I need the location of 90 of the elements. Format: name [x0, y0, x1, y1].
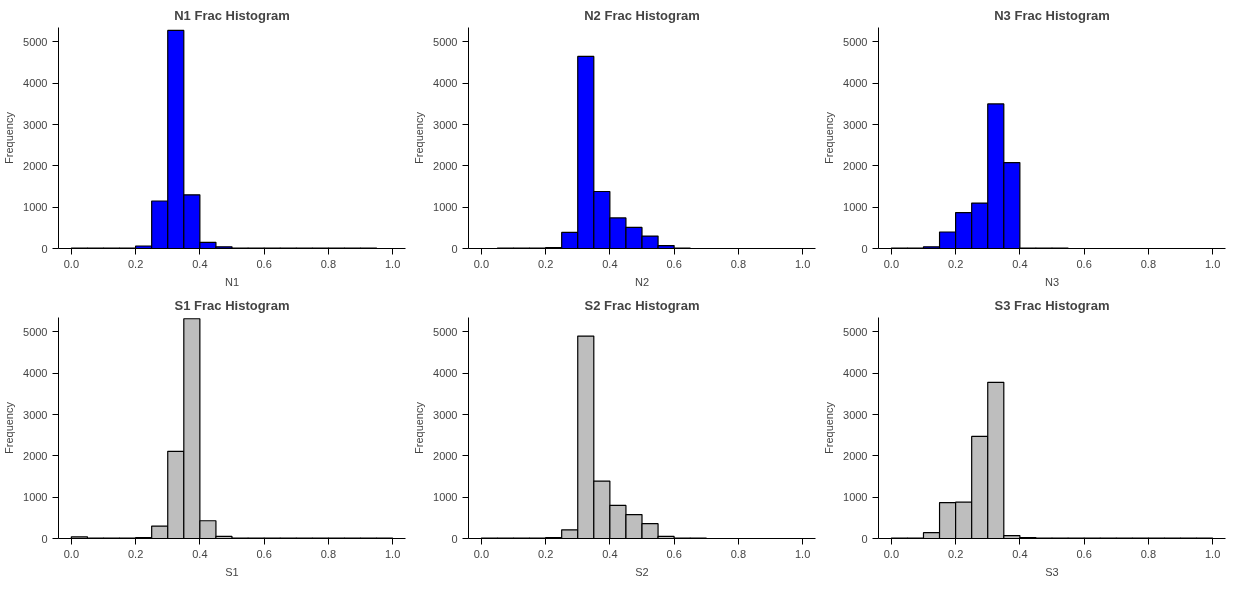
x-tick-label: 0.2: [127, 547, 144, 560]
x-tick-label: 0.6: [1076, 547, 1092, 560]
y-tick-label: 0: [41, 532, 48, 545]
chart-title: N2 Frac Histogram: [584, 7, 700, 23]
y-tick-label: 3000: [23, 118, 48, 131]
y-tick-label: 1000: [433, 491, 458, 504]
y-tick-label: 3000: [23, 408, 48, 421]
x-axis-title: N1: [224, 275, 240, 288]
x-tick-label: 0.2: [947, 547, 964, 560]
x-axis-title: S1: [225, 565, 239, 578]
x-tick-label: 1.0: [385, 257, 401, 270]
x-tick-label: 0.2: [537, 257, 554, 270]
x-tick-label: 1.0: [1205, 257, 1221, 270]
y-tick-label: 4000: [843, 77, 868, 90]
y-tick-label: 5000: [433, 325, 458, 338]
x-tick-label: 1.0: [1205, 547, 1221, 560]
x-tick-label: 0.8: [320, 257, 337, 270]
x-tick-label: 1.0: [795, 547, 811, 560]
y-tick-label: 5000: [23, 35, 48, 48]
x-tick-label: 0.4: [192, 547, 208, 560]
x-tick-label: 0.0: [883, 547, 899, 560]
x-tick-label: 0.4: [602, 257, 618, 270]
y-tick-label: 4000: [23, 77, 48, 90]
x-tick-label: 0.2: [537, 547, 554, 560]
x-tick-label: 0.0: [63, 257, 79, 270]
y-tick-label: 5000: [23, 325, 48, 338]
x-tick-label: 0.6: [1076, 257, 1092, 270]
x-axis-title: N2: [634, 275, 650, 288]
chart-title: S3 Frac Histogram: [994, 297, 1110, 313]
chart-title: N3 Frac Histogram: [994, 7, 1110, 23]
y-tick-label: 1000: [843, 491, 868, 504]
y-tick-label: 0: [861, 242, 868, 255]
y-tick-label: 0: [451, 532, 458, 545]
x-tick-label: 1.0: [795, 257, 811, 270]
y-axis-title: Frequency: [823, 111, 836, 164]
x-tick-label: 0.4: [602, 547, 618, 560]
y-tick-label: 4000: [23, 367, 48, 380]
x-tick-label: 0.6: [666, 257, 682, 270]
x-tick-label: 0.4: [1012, 547, 1028, 560]
x-tick-label: 0.6: [256, 547, 272, 560]
y-axis-title: Frequency: [413, 111, 426, 164]
y-tick-label: 4000: [843, 367, 868, 380]
y-axis-title: Frequency: [823, 401, 836, 454]
x-tick-label: 0.2: [947, 257, 964, 270]
y-tick-label: 0: [861, 532, 868, 545]
x-tick-label: 0.8: [320, 547, 337, 560]
x-tick-label: 0.0: [883, 257, 899, 270]
y-tick-label: 0: [451, 242, 458, 255]
x-tick-label: 0.8: [730, 547, 747, 560]
y-tick-label: 1000: [23, 491, 48, 504]
y-tick-label: 1000: [433, 201, 458, 214]
x-axis-title: S3: [1045, 565, 1059, 578]
chart-title: N1 Frac Histogram: [174, 7, 290, 23]
x-axis-title: N3: [1044, 275, 1060, 288]
x-tick-label: 0.0: [63, 547, 79, 560]
x-tick-label: 0.8: [1140, 257, 1157, 270]
y-tick-label: 3000: [843, 408, 868, 421]
x-tick-label: 1.0: [385, 547, 401, 560]
y-tick-label: 3000: [433, 118, 458, 131]
x-tick-label: 0.8: [1140, 547, 1157, 560]
y-tick-label: 2000: [433, 159, 458, 172]
y-tick-label: 2000: [843, 159, 868, 172]
y-tick-label: 2000: [433, 449, 458, 462]
x-tick-label: 0.6: [256, 257, 272, 270]
y-tick-label: 3000: [433, 408, 458, 421]
y-axis-title: Frequency: [3, 111, 16, 164]
x-tick-label: 0.4: [1012, 257, 1028, 270]
y-axis-title: Frequency: [413, 401, 426, 454]
y-tick-label: 2000: [23, 449, 48, 462]
y-tick-label: 4000: [433, 77, 458, 90]
y-axis-title: Frequency: [3, 401, 16, 454]
x-tick-label: 0.2: [127, 257, 144, 270]
y-tick-label: 4000: [433, 367, 458, 380]
x-tick-label: 0.4: [192, 257, 208, 270]
y-tick-label: 3000: [843, 118, 868, 131]
x-tick-label: 0.0: [473, 257, 489, 270]
x-tick-label: 0.8: [730, 257, 747, 270]
x-tick-label: 0.6: [666, 547, 682, 560]
y-tick-label: 5000: [843, 35, 868, 48]
y-tick-label: 1000: [843, 201, 868, 214]
chart-title: S1 Frac Histogram: [174, 297, 290, 313]
chart-title: S2 Frac Histogram: [584, 297, 700, 313]
y-tick-label: 5000: [843, 325, 868, 338]
y-tick-label: 2000: [23, 159, 48, 172]
y-tick-label: 1000: [23, 201, 48, 214]
y-tick-label: 0: [41, 242, 48, 255]
y-tick-label: 5000: [433, 35, 458, 48]
x-axis-title: S2: [635, 565, 649, 578]
x-tick-label: 0.0: [473, 547, 489, 560]
y-tick-label: 2000: [843, 449, 868, 462]
